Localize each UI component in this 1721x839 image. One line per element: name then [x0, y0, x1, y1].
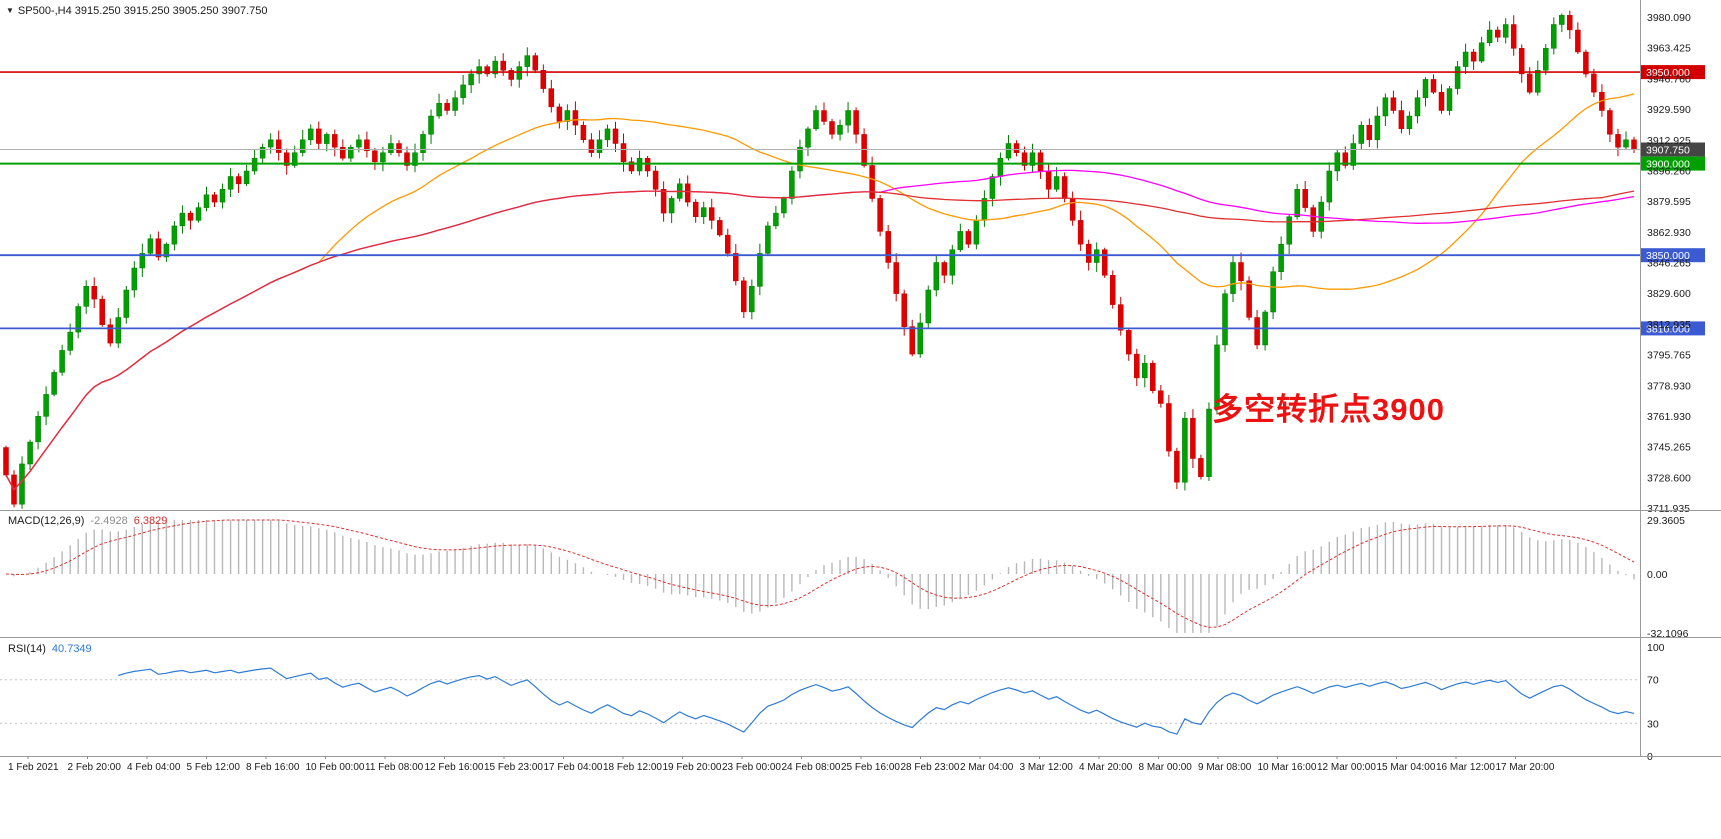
svg-text:3950.000: 3950.000: [1646, 67, 1690, 79]
time-label: 2 Feb 20:00: [68, 762, 122, 773]
price-tick-label: 3896.260: [1647, 165, 1691, 177]
time-label: 1 Feb 2021: [8, 762, 59, 773]
price-tick-label: 3745.265: [1647, 442, 1691, 454]
svg-text:3900.000: 3900.000: [1646, 159, 1690, 171]
symbol-ohlc-text: SP500-,H4 3915.250 3915.250 3905.250 390…: [17, 5, 268, 17]
time-label: 10 Mar 16:00: [1258, 762, 1317, 773]
rsi-value: 40.7349: [51, 643, 92, 655]
chart-symbol-header: ▼ SP500-,H4 3915.250 3915.250 3905.250 39…: [6, 5, 267, 17]
price-tick-label: 3711.935: [1647, 503, 1690, 515]
svg-text:3907.750: 3907.750: [1646, 145, 1690, 157]
time-label: 8 Feb 16:00: [246, 762, 300, 773]
time-label: 25 Feb 16:00: [841, 762, 900, 773]
rsi-label: RSI(14): [8, 643, 46, 655]
price-tick-label: 3778.930: [1647, 380, 1691, 392]
time-label: 8 Mar 00:00: [1139, 762, 1193, 773]
price-level-tag-3907.750[interactable]: 3907.750: [1641, 142, 1705, 157]
macd-axis-label: 29.3605: [1647, 515, 1685, 527]
price-tick-label: 3846.265: [1647, 258, 1691, 270]
time-label: 12 Mar 00:00: [1317, 762, 1376, 773]
time-label: 17 Mar 20:00: [1496, 762, 1555, 773]
rsi-axis-label: 70: [1647, 675, 1659, 687]
price-tick-label: 3761.930: [1647, 411, 1691, 423]
price-tick-label: 3829.600: [1647, 288, 1691, 300]
time-label: 19 Feb 20:00: [663, 762, 722, 773]
price-tick-label: 3946.760: [1647, 73, 1691, 85]
time-label: 5 Feb 12:00: [187, 762, 241, 773]
price-level-tag-3810.000[interactable]: 3810.000: [1641, 321, 1705, 336]
time-label: 15 Feb 23:00: [484, 762, 543, 773]
macd-histogram: [13, 520, 1635, 633]
price-tick-label: 3795.765: [1647, 350, 1691, 362]
time-label: 3 Mar 12:00: [1020, 762, 1074, 773]
candles-layer[interactable]: [3, 10, 1637, 509]
time-label: 9 Mar 08:00: [1198, 762, 1252, 773]
price-tick-label: 3929.590: [1647, 104, 1691, 116]
price-level-tag-3900.000[interactable]: 3900.000: [1641, 156, 1705, 171]
time-label: 17 Feb 04:00: [544, 762, 603, 773]
price-tick-label: 3812.935: [1647, 319, 1691, 331]
time-label: 12 Feb 16:00: [425, 762, 484, 773]
price-tick-label: 3862.930: [1647, 227, 1691, 239]
rsi-indicator-header: RSI(14) 40.7349: [8, 643, 92, 655]
time-label: 10 Feb 00:00: [306, 762, 365, 773]
price-level-tag-3950.000[interactable]: 3950.000: [1641, 65, 1705, 80]
time-label: 4 Mar 20:00: [1079, 762, 1133, 773]
time-label: 4 Feb 04:00: [127, 762, 181, 773]
svg-text:3850.000: 3850.000: [1646, 250, 1690, 262]
time-label: 16 Mar 12:00: [1436, 762, 1495, 773]
rsi-axis-label: 30: [1647, 718, 1659, 730]
price-tick-label: 3879.595: [1647, 196, 1691, 208]
macd-label: MACD(12,26,9): [8, 515, 85, 527]
macd-main-value: -2.4928: [90, 515, 128, 527]
price-tick-label: 3980.090: [1647, 12, 1691, 24]
macd-signal-line: [5, 519, 1635, 628]
rsi-axis-label: 100: [1647, 642, 1665, 654]
price-axis[interactable]: 3980.090 3963.425 3946.760 3929.590 3912.925…: [1647, 12, 1691, 515]
time-label: 24 Feb 08:00: [782, 762, 841, 773]
price-tick-label: 3963.425: [1647, 43, 1691, 55]
rsi-line: [118, 667, 1635, 735]
time-label: 28 Feb 23:00: [901, 762, 960, 773]
macd-axis-label: 0.00: [1647, 569, 1668, 581]
price-level-tag-3850.000[interactable]: 3850.000: [1641, 248, 1705, 263]
time-label: 15 Mar 04:00: [1377, 762, 1436, 773]
time-label: 23 Feb 00:00: [722, 762, 781, 773]
price-tick-label: 3912.925: [1647, 135, 1691, 147]
macd-signal-value: 6.3829: [133, 515, 168, 527]
time-axis[interactable]: 1 Feb 2021 2 Feb 20:00 4 Feb 04:00 5 Feb 12…: [8, 756, 1555, 773]
quick-trade-arrow-icon[interactable]: ▼: [6, 6, 14, 15]
svg-text:3810.000: 3810.000: [1646, 323, 1690, 335]
macd-axis-label: -32.1096: [1647, 628, 1689, 640]
time-label: 18 Feb 12:00: [603, 762, 662, 773]
time-label: 2 Mar 04:00: [960, 762, 1014, 773]
macd-indicator-header: MACD(12,26,9) -2.4928 6.3829: [8, 515, 167, 527]
time-label: 11 Feb 08:00: [365, 762, 424, 773]
chart-text-annotation: 多空转折点3900: [1212, 392, 1445, 427]
price-tick-label: 3728.600: [1647, 472, 1691, 484]
ma-slow-line[interactable]: [5, 190, 1635, 491]
